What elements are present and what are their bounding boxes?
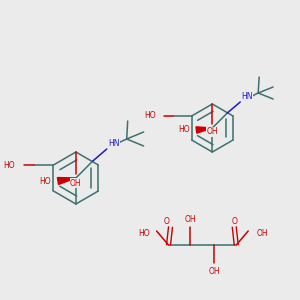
Text: HN: HN <box>108 139 119 148</box>
Text: OH: OH <box>184 214 196 224</box>
Text: OH: OH <box>70 178 82 188</box>
Text: HO: HO <box>138 229 150 238</box>
Text: HO: HO <box>39 176 51 185</box>
Text: HO: HO <box>178 125 189 134</box>
Polygon shape <box>57 178 76 184</box>
Text: O: O <box>164 217 169 226</box>
Text: OH: OH <box>256 229 268 238</box>
Text: OH: OH <box>208 266 220 275</box>
Text: HO: HO <box>3 160 15 169</box>
Text: OH: OH <box>206 128 218 136</box>
Polygon shape <box>196 127 212 133</box>
Text: HN: HN <box>241 92 253 101</box>
Text: O: O <box>231 217 237 226</box>
Text: HO: HO <box>144 112 156 121</box>
